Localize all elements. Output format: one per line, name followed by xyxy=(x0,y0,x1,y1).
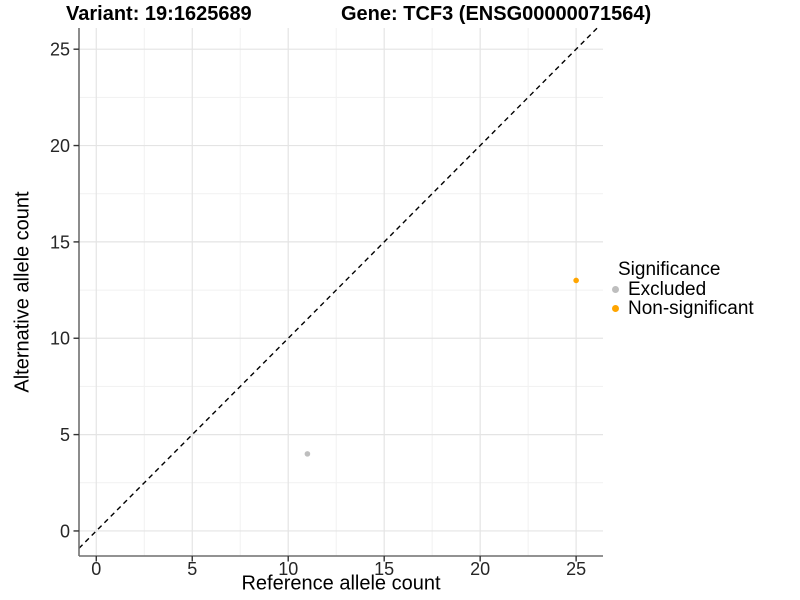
data-point-excluded xyxy=(304,451,311,457)
legend-item-excluded: Excluded xyxy=(604,280,754,299)
non-significant-dot-icon xyxy=(612,305,619,312)
excluded-dot-icon xyxy=(612,286,619,293)
legend-item-non-significant: Non-significant xyxy=(604,299,754,318)
x-tick-label: 20 xyxy=(470,559,490,579)
y-axis-title: Alternative allele count xyxy=(11,191,34,393)
legend: Significance Excluded Non-significant xyxy=(604,260,754,318)
legend-title: Significance xyxy=(618,259,721,280)
y-tick-label: 0 xyxy=(60,521,70,541)
x-tick-label: 25 xyxy=(566,559,586,579)
x-tick-label: 15 xyxy=(374,559,394,579)
x-tick-label: 10 xyxy=(278,559,298,579)
y-tick-label: 25 xyxy=(50,40,70,60)
gene-title: Gene: TCF3 (ENSG00000071564) xyxy=(341,3,652,25)
y-tick-label: 10 xyxy=(50,329,70,349)
identity-line xyxy=(78,27,598,549)
data-point-non-significant xyxy=(573,277,579,284)
y-tick-label: 15 xyxy=(50,232,70,252)
y-tick-label: 5 xyxy=(60,425,70,445)
variant-title: Variant: 19:1625689 xyxy=(66,3,252,25)
x-tick-label: 5 xyxy=(187,559,197,579)
x-axis-title: Reference allele count xyxy=(241,572,441,595)
y-tick-label: 20 xyxy=(50,136,70,156)
legend-label-non-significant: Non-significant xyxy=(628,298,754,319)
legend-label-excluded: Excluded xyxy=(628,279,707,300)
x-tick-label: 0 xyxy=(91,559,101,579)
